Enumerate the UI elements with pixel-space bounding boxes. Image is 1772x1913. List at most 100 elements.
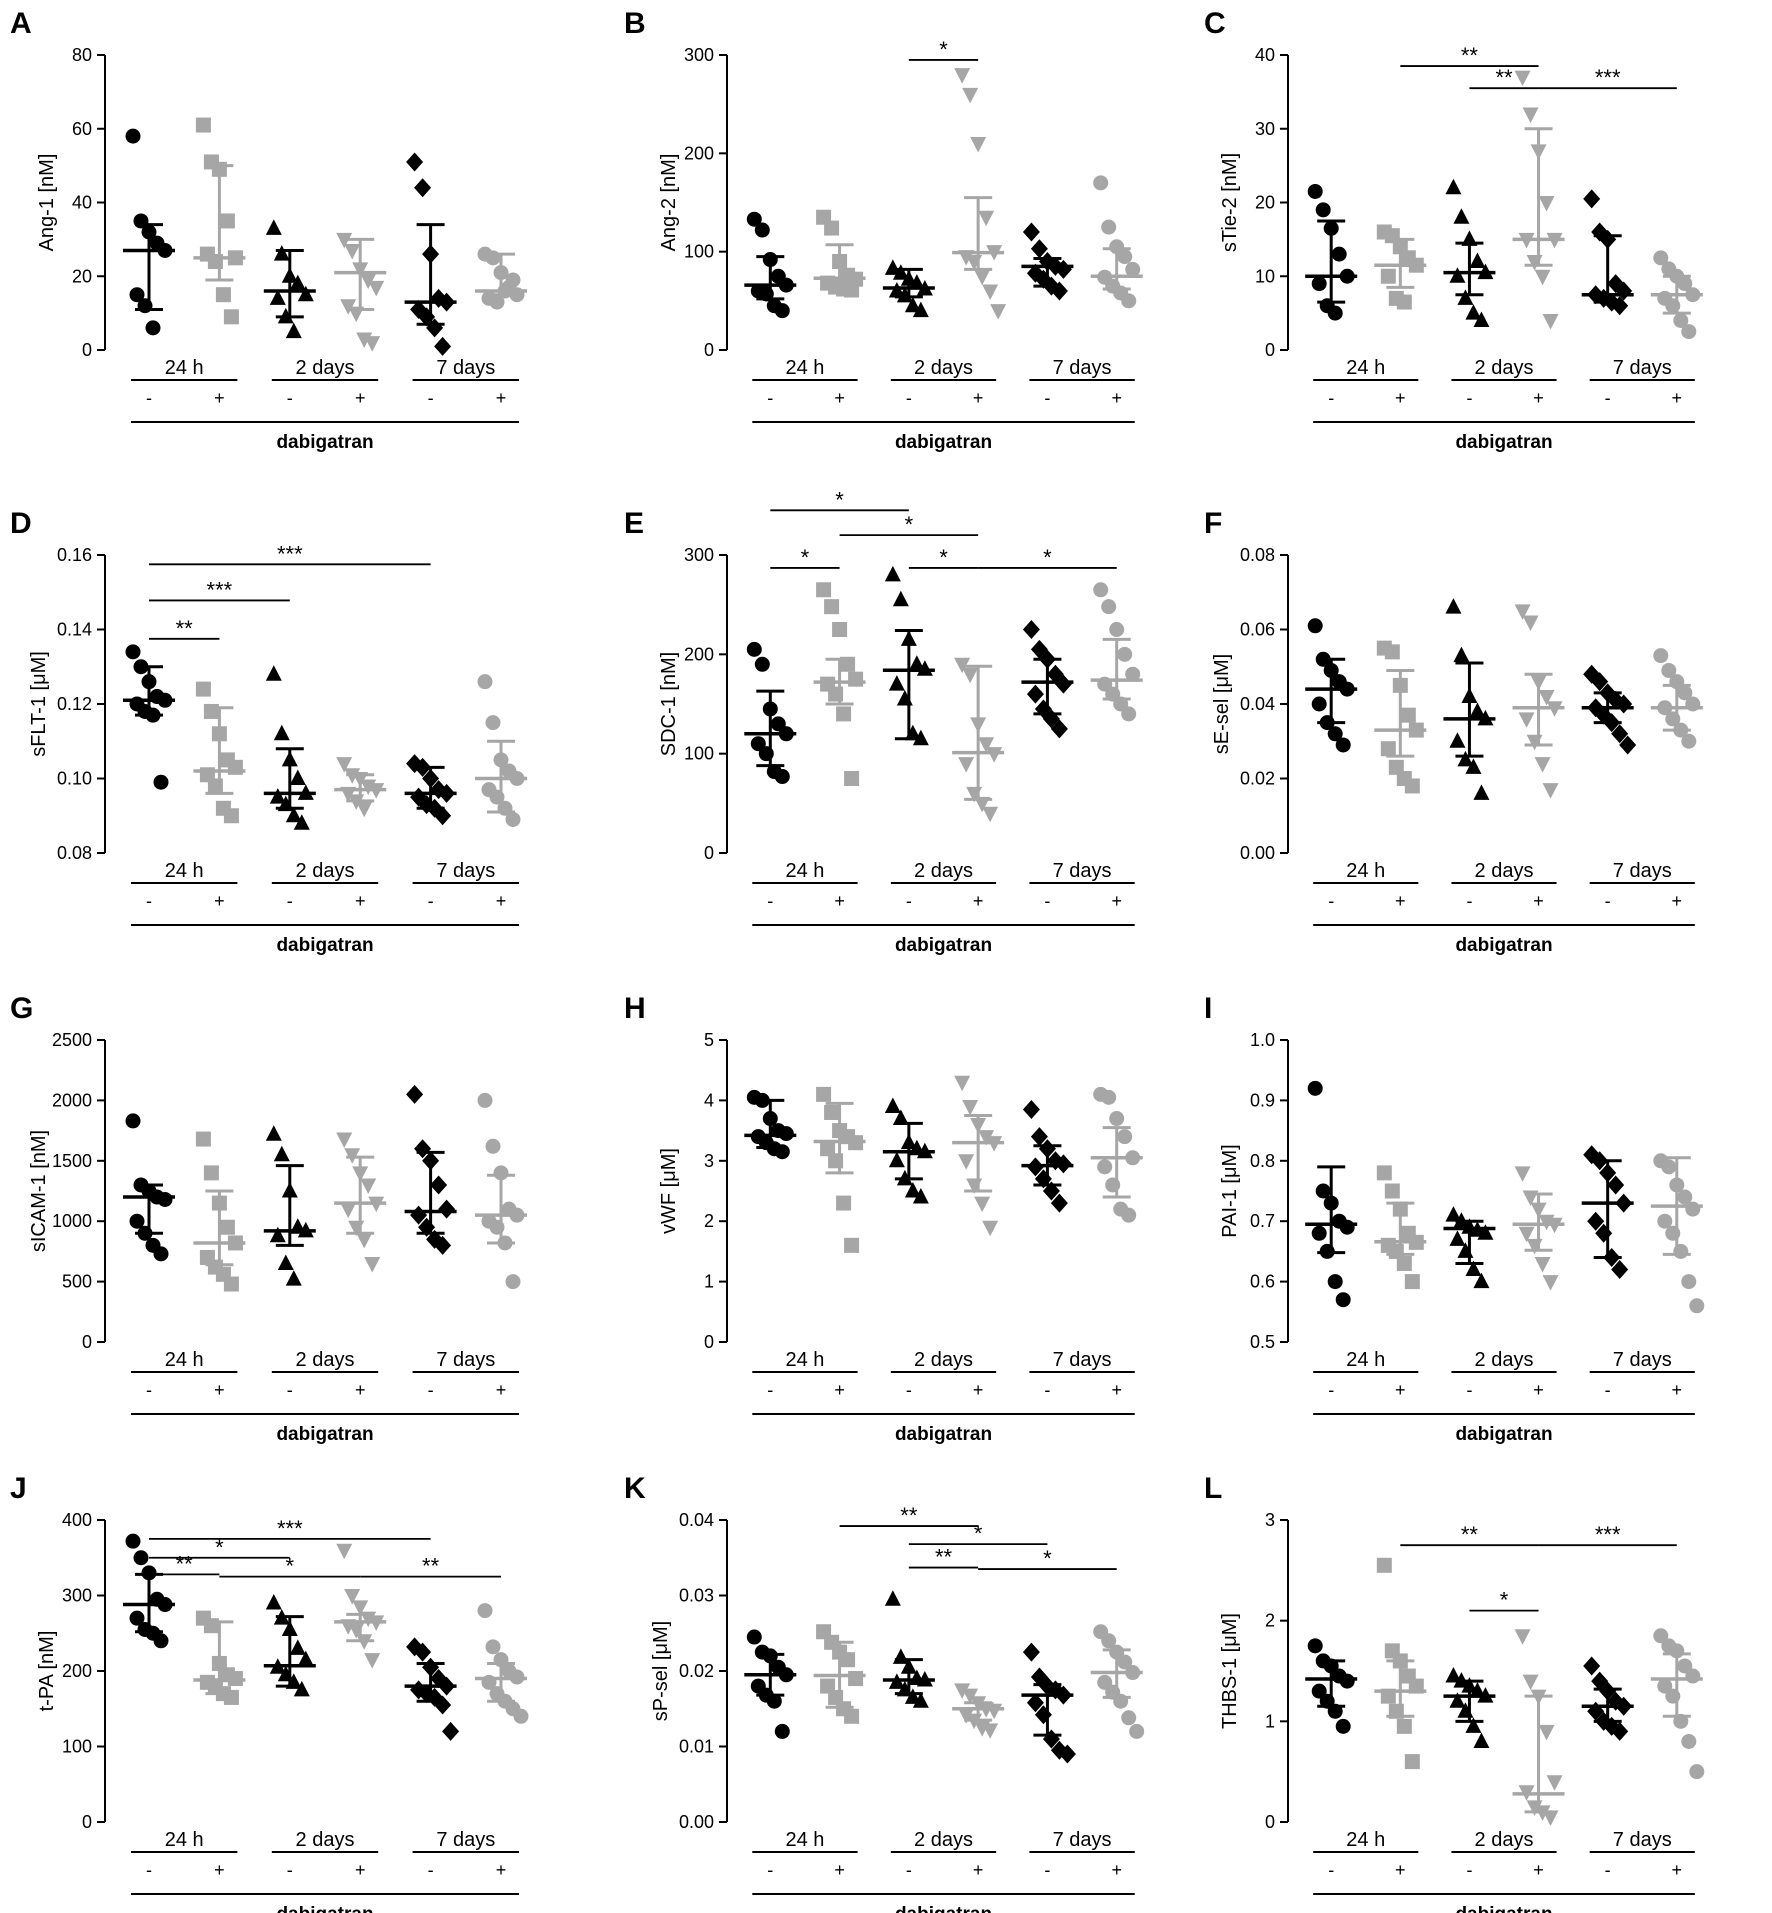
data-point [1319,715,1335,731]
series-1 [1374,1557,1427,1770]
significance-label: ** [176,616,194,641]
data-point [406,152,424,172]
data-point [1327,305,1343,321]
data-point [207,778,223,794]
dabigatran-sign: - [428,891,434,911]
significance-label: * [286,1554,295,1579]
data-point [485,715,501,731]
x-axis-label: dabigatran [895,1424,992,1445]
y-tick-label: 300 [684,545,714,565]
panel-letter: L [1204,1472,1222,1505]
data-point [281,1182,298,1198]
data-point [505,272,521,288]
dabigatran-sign: - [1328,1860,1334,1880]
data-point [1058,1744,1076,1764]
data-point [904,724,921,741]
dabigatran-sign: + [1533,1860,1544,1880]
data-point [344,1148,361,1164]
data-point [1465,1717,1482,1733]
dabigatran-sign: - [428,388,434,408]
data-point [892,590,909,607]
data-point [348,1220,365,1237]
dabigatran-sign: + [834,1860,845,1880]
data-point [1392,1653,1408,1669]
data-point [141,224,157,240]
group-label: 2 days [1475,860,1534,882]
y-tick-label: 300 [684,45,714,65]
series-1 [813,1624,866,1724]
group-label: 24 h [1346,1829,1385,1851]
data-point [958,1154,975,1170]
y-tick-label: 0 [704,1332,714,1352]
data-point [892,1648,909,1664]
data-point [223,1276,239,1292]
y-tick-label: 0.6 [1250,1272,1275,1292]
data-point [1619,735,1637,755]
series-2 [263,219,316,339]
data-point [497,1235,513,1251]
data-point [153,1633,169,1649]
group-label: 24 h [165,357,204,379]
series-3 [334,757,387,818]
data-point [1518,712,1535,728]
significance-label: ** [1495,65,1513,90]
dabigatran-sign: - [906,1860,912,1880]
data-point [1526,1800,1543,1816]
data-point [430,1175,448,1195]
group-label: 7 days [436,860,495,882]
significance-label: *** [1595,65,1621,90]
significance-label: ** [176,1551,194,1576]
dabigatran-sign: - [146,388,152,408]
data-point [477,1092,493,1108]
y-tick-label: 0.04 [679,1510,714,1530]
data-point [1022,222,1040,242]
data-point [1339,1219,1355,1235]
data-point [195,117,211,133]
data-point [340,1202,357,1219]
data-point [1469,252,1486,268]
data-point [974,796,991,813]
data-point [125,644,141,660]
data-point [265,1125,282,1141]
series-2 [882,1590,935,1708]
data-point [986,747,1003,763]
data-point [1396,1255,1412,1271]
data-point [1331,246,1347,262]
data-point [1681,733,1697,749]
series-1 [193,117,246,325]
data-point [195,1131,211,1147]
series-4 [1581,1145,1634,1280]
data-point [912,1692,929,1708]
y-tick-label: 200 [684,143,714,163]
data-point [1449,1692,1466,1708]
data-point [762,1111,778,1127]
dabigatran-sign: - [767,1380,773,1400]
data-point [1465,758,1482,774]
data-point [1546,1775,1563,1791]
data-point [223,309,239,325]
dabigatran-sign: + [973,891,984,911]
y-tick-label: 0.00 [1240,843,1275,863]
data-point [1530,675,1547,691]
series-4 [404,754,457,826]
data-point [1121,706,1137,722]
data-point [746,1629,762,1645]
data-point [1522,615,1539,632]
data-point [1599,1163,1617,1183]
y-axis-label: sE-sel [μM] [1211,654,1233,754]
data-point [1117,1654,1133,1670]
data-point [485,250,501,266]
data-point [1323,662,1339,678]
data-point [884,259,901,275]
data-point [1526,1238,1543,1255]
data-point [1449,732,1466,748]
data-point [137,298,153,314]
y-tick-label: 40 [1255,45,1275,65]
data-point [364,336,381,352]
data-point [1465,1260,1482,1277]
data-point [125,1533,141,1549]
y-tick-label: 0.5 [1250,1332,1275,1352]
significance-label: * [1500,1588,1509,1613]
data-point [336,232,353,249]
